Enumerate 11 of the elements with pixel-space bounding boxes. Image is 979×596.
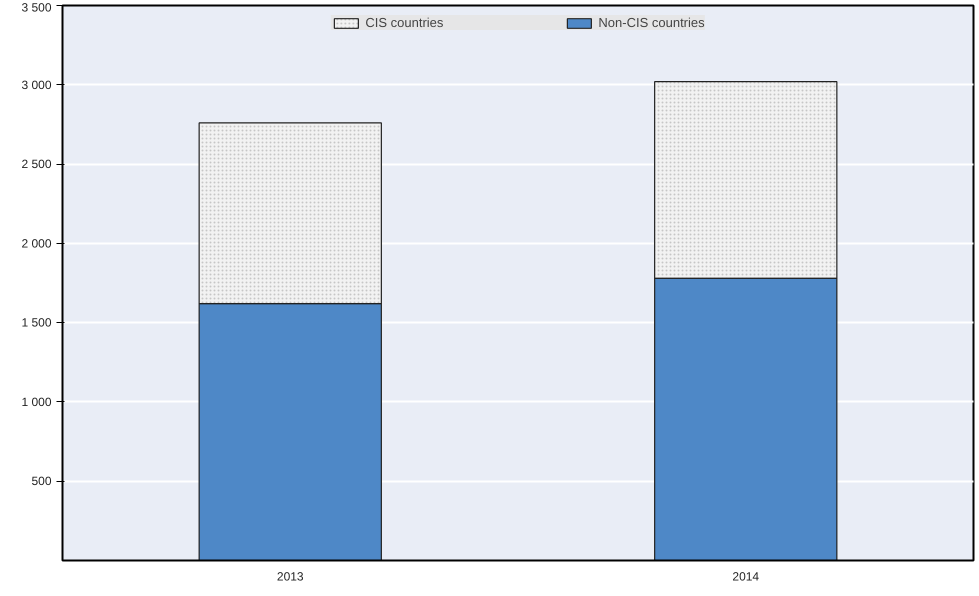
y-tick-label: 1 000	[21, 394, 52, 409]
x-tick-label: 2014	[732, 570, 760, 584]
y-tick-label: 2 500	[21, 157, 52, 172]
x-tick-label: 2013	[276, 570, 304, 584]
legend-label: CIS countries	[365, 15, 444, 30]
y-tick-label: 2 000	[21, 236, 52, 250]
y-tick-label: 3 500	[21, 0, 52, 14]
y-tick-label: 500	[31, 474, 52, 488]
legend-label: Non-CIS countries	[598, 15, 705, 30]
y-tick-label: 1 500	[21, 316, 52, 330]
y-tick-label: 3 000	[21, 78, 52, 92]
